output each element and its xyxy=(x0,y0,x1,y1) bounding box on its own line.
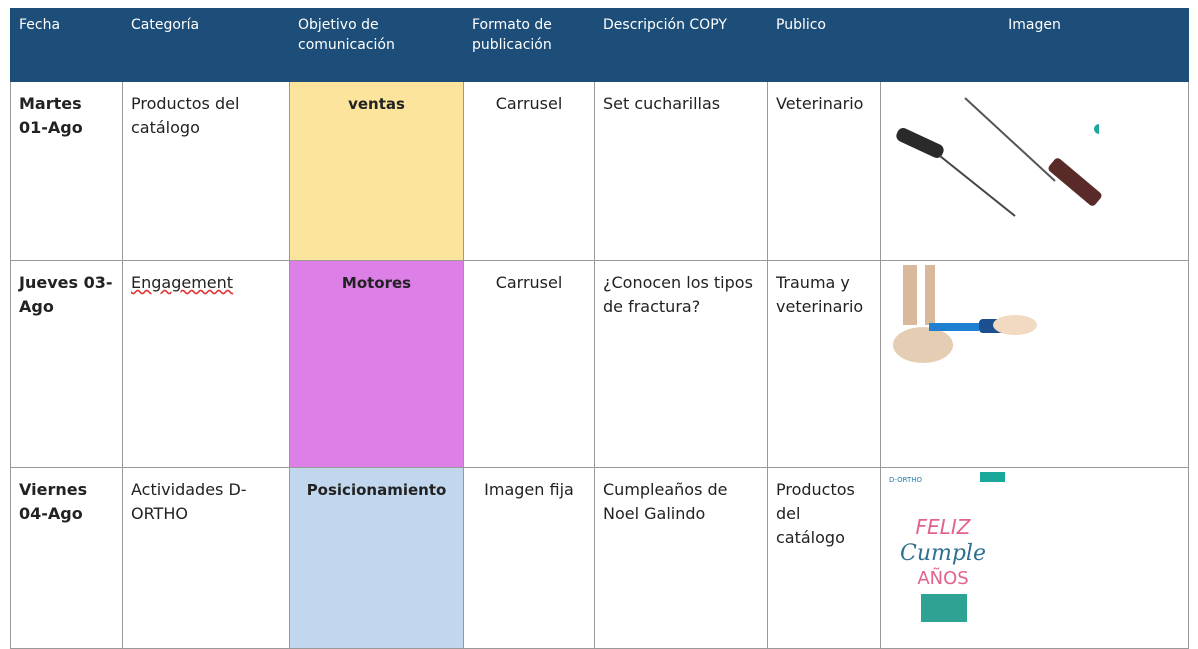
date-cell: Jueves 03-Ago xyxy=(10,260,123,468)
birthday-image: D-ORTHO FELIZ Cumple AÑOS xyxy=(885,472,1005,622)
image-text: FELIZ xyxy=(916,515,972,539)
category-text: Productos del catálogo xyxy=(131,94,240,137)
objective-cell: Posicionamiento xyxy=(289,467,464,649)
audience-cell: Veterinario xyxy=(767,81,881,261)
objective-cell: ventas xyxy=(289,81,464,261)
table-row: Viernes 04-Ago Actividades D-ORTHO Posicio… xyxy=(10,467,1189,649)
content-table: Fecha Categoría Objetivo de comunicación Fo… xyxy=(10,8,1189,649)
category-cell: Actividades D-ORTHO xyxy=(122,467,290,649)
category-cell: Productos del catálogo xyxy=(122,81,290,261)
image-text: AÑOS xyxy=(917,567,968,589)
image-text: D-ORTHO xyxy=(889,476,923,484)
objective-cell: Motores xyxy=(289,260,464,468)
date-cell: Martes 01-Ago xyxy=(10,81,123,261)
instrument-image xyxy=(896,97,1102,217)
description-cell: Cumpleaños de Noel Galindo xyxy=(594,467,768,649)
header-cell: Publico xyxy=(767,8,881,82)
image-cell xyxy=(880,81,1189,261)
image-cell xyxy=(880,260,1189,468)
format-cell: Carrusel xyxy=(463,260,595,468)
audience-cell: Trauma y veterinario xyxy=(767,260,881,468)
header-cell: Objetivo de comunicación xyxy=(289,8,464,82)
category-cell: Engagement xyxy=(122,260,290,468)
header-cell: Descripción COPY xyxy=(594,8,768,82)
header-cell: Imagen xyxy=(880,8,1189,82)
format-cell: Carrusel xyxy=(463,81,595,261)
fracture-image xyxy=(893,265,1037,363)
image-text: Cumple xyxy=(900,541,986,566)
description-cell: ¿Conocen los tipos de fractura? xyxy=(594,260,768,468)
header-cell: Formato de publicación xyxy=(463,8,595,82)
page: Fecha Categoría Objetivo de comunicación Fo… xyxy=(10,8,1189,649)
image-cell: D-ORTHO FELIZ Cumple AÑOS xyxy=(880,467,1189,649)
format-cell: Imagen fija xyxy=(463,467,595,649)
category-text: Actividades D-ORTHO xyxy=(131,480,247,523)
table-row: Martes 01-Ago Productos del catálogo venta… xyxy=(10,81,1189,261)
date-cell: Viernes 04-Ago xyxy=(10,467,123,649)
table-row: Jueves 03-Ago Engagement Motores Carrusel ¿C… xyxy=(10,260,1189,468)
header-cell: Categoría xyxy=(122,8,290,82)
description-cell: Set cucharillas xyxy=(594,81,768,261)
category-text: Engagement xyxy=(131,273,234,292)
header-row: Fecha Categoría Objetivo de comunicación Fo… xyxy=(10,8,1189,82)
header-cell: Fecha xyxy=(10,8,123,82)
audience-cell: Productos del catálogo xyxy=(767,467,881,649)
